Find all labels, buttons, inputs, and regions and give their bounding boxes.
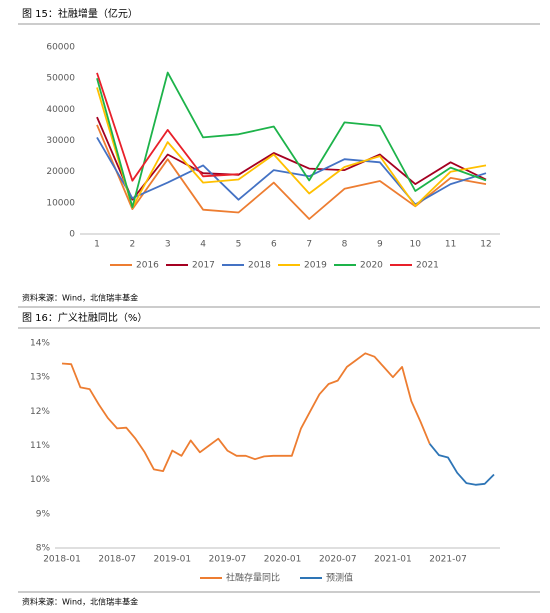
x-tick-label: 5 [236,240,242,250]
legend-label: 2019 [304,261,327,271]
x-tick-label: 2020-01 [264,555,302,565]
figure-title: 图 15：社融增量（亿元） [22,7,138,20]
x-tick-label: 6 [271,240,277,250]
x-tick-label: 2021-01 [374,555,412,565]
x-tick-label: 2021-07 [429,555,467,565]
x-tick-label: 2019-01 [153,555,191,565]
series-line [96,124,487,220]
series-line [96,116,487,201]
x-tick-label: 10 [410,240,422,250]
series-line [96,87,487,209]
x-tick-label: 2020-07 [319,555,357,565]
series-line [96,72,239,182]
y-tick-label: 50000 [46,74,75,84]
y-tick-label: 20000 [46,167,75,177]
y-tick-label: 14% [30,339,50,349]
legend-label: 2016 [136,261,159,271]
x-tick-label: 2 [129,240,135,250]
y-tick-label: 30000 [46,136,75,146]
y-tick-label: 12% [30,407,50,417]
x-tick-label: 2019-07 [209,555,247,565]
x-tick-label: 7 [306,240,312,250]
source-note: 资料来源：Wind，北信瑞丰基金 [22,293,138,303]
x-tick-label: 1 [94,240,100,250]
series-line [96,71,487,209]
x-tick-label: 4 [200,240,206,250]
y-tick-label: 0 [69,230,75,240]
source-note: 资料来源：Wind，北信瑞丰基金 [22,597,138,607]
x-tick-label: 12 [480,240,491,250]
y-tick-label: 8% [36,544,51,554]
y-tick-label: 10% [30,475,50,485]
y-tick-label: 13% [30,373,50,383]
x-tick-label: 2018-01 [43,555,81,565]
legend-label: 预测值 [326,572,353,584]
x-tick-label: 8 [342,240,348,250]
y-tick-label: 10000 [46,198,75,208]
legend-label: 2021 [416,261,439,271]
y-tick-label: 11% [30,441,50,451]
legend-label: 2017 [192,261,215,271]
x-tick-label: 11 [445,240,456,250]
x-tick-label: 3 [165,240,171,250]
legend-label: 2020 [360,261,383,271]
legend-label: 2018 [248,261,271,271]
figure-title: 图 16：广义社融同比（%） [22,311,147,324]
series-line [61,352,431,472]
y-tick-label: 40000 [46,105,75,115]
y-tick-label: 60000 [46,43,75,53]
series-line [429,443,495,486]
y-tick-label: 9% [36,509,51,519]
x-tick-label: 2018-07 [98,555,136,565]
legend-label: 社融存量同比 [226,572,280,584]
x-tick-label: 9 [377,240,383,250]
